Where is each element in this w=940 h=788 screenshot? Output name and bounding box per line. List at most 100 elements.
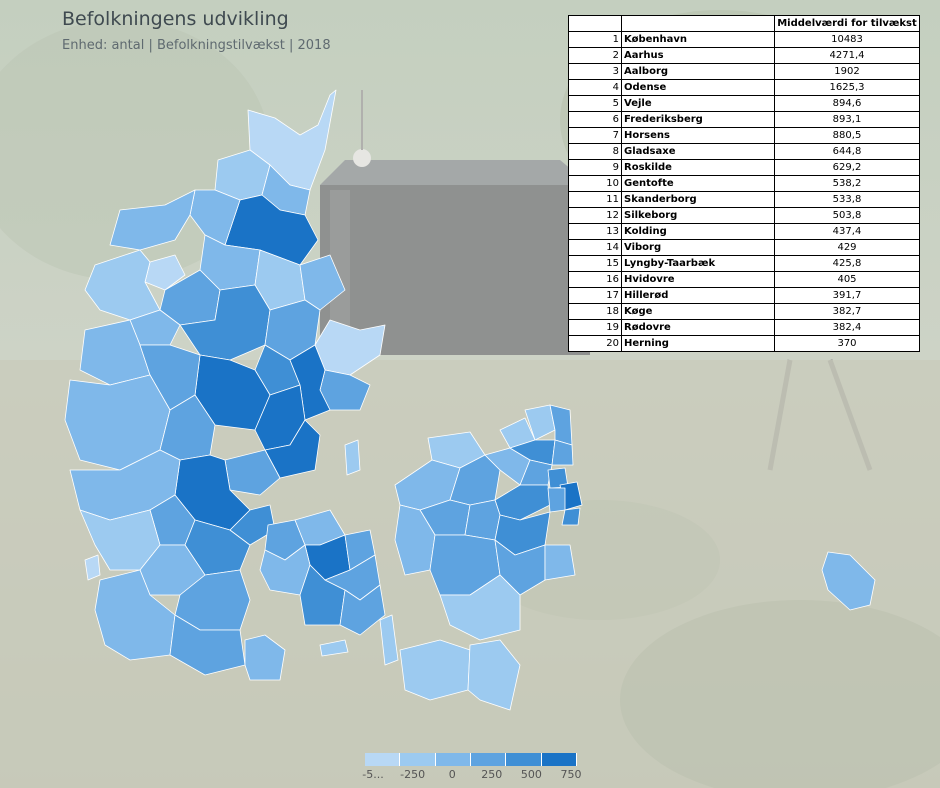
region-fredensborg[interactable] [551, 439, 574, 466]
row-rank: 13 [568, 223, 622, 240]
row-value: 533,8 [774, 191, 920, 208]
row-rank: 16 [568, 271, 622, 288]
table-row[interactable]: 13 Kolding 437,4 [568, 223, 920, 240]
region-syddjurs[interactable] [319, 369, 371, 411]
row-rank: 11 [568, 191, 622, 208]
header-rank [568, 15, 622, 32]
table-row[interactable]: 6 Frederiksberg 893,1 [568, 111, 920, 128]
table-row[interactable]: 20 Herning 370 [568, 335, 920, 352]
legend-tick-labels: -5... -250 0 250 500 750 [362, 766, 581, 781]
page-title: Befolkningens udvikling [62, 8, 289, 30]
row-name: Rødovre [621, 319, 775, 336]
row-rank: 4 [568, 79, 622, 96]
table-row[interactable]: 1 København 10483 [568, 31, 920, 48]
table-row[interactable]: 19 Rødovre 382,4 [568, 319, 920, 336]
row-name: Aarhus [621, 47, 775, 64]
legend-tick-label: 0 [448, 768, 456, 781]
region-thisted[interactable] [109, 189, 196, 251]
region-vordingborg[interactable] [439, 574, 521, 641]
row-value: 391,7 [774, 287, 920, 304]
row-rank: 12 [568, 207, 622, 224]
region-svendborg[interactable] [339, 584, 386, 636]
legend-swatch [435, 753, 471, 766]
table-header-row: Middelværdi for tilvækst [568, 15, 920, 32]
row-value: 629,2 [774, 159, 920, 176]
row-rank: 6 [568, 111, 622, 128]
region-hoeje-taastrup[interactable] [547, 487, 566, 513]
region-guldborgsund[interactable] [467, 639, 521, 711]
table-row[interactable]: 3 Aalborg 1902 [568, 63, 920, 80]
region-lolland[interactable] [399, 639, 471, 701]
row-name: Viborg [621, 239, 775, 256]
row-rank: 10 [568, 175, 622, 192]
row-rank: 15 [568, 255, 622, 272]
legend-tick-label: 250 [481, 768, 503, 781]
row-value: 405 [774, 271, 920, 288]
row-value: 382,7 [774, 303, 920, 320]
region-lemvig[interactable] [84, 249, 161, 321]
row-name: Odense [621, 79, 775, 96]
row-value: 370 [774, 335, 920, 352]
table-row[interactable]: 11 Skanderborg 533,8 [568, 191, 920, 208]
row-value: 437,4 [774, 223, 920, 240]
table-row[interactable]: 15 Lyngby-Taarbæk 425,8 [568, 255, 920, 272]
region-aeroe[interactable] [319, 639, 349, 657]
table-row[interactable]: 5 Vejle 894,6 [568, 95, 920, 112]
region-fanoe[interactable] [84, 554, 101, 581]
row-value: 382,4 [774, 319, 920, 336]
row-name: Frederiksberg [621, 111, 775, 128]
row-name: Horsens [621, 127, 775, 144]
region-mariagerfjord[interactable] [299, 254, 346, 311]
page-subtitle: Enhed: antal | Befolkningstilvækst | 201… [62, 38, 331, 53]
region-norddjurs[interactable] [314, 319, 386, 376]
table-row[interactable]: 17 Hillerød 391,7 [568, 287, 920, 304]
row-value: 538,2 [774, 175, 920, 192]
region-hvidovre[interactable] [561, 507, 581, 526]
row-value: 894,6 [774, 95, 920, 112]
legend-color-bar [365, 753, 577, 766]
table-row[interactable]: 10 Gentofte 538,2 [568, 175, 920, 192]
color-legend: -5... -250 0 250 500 750 [362, 753, 582, 781]
region-samsoe[interactable] [344, 439, 361, 476]
legend-swatch [470, 753, 507, 766]
region-soenderborg[interactable] [244, 634, 286, 681]
table-row[interactable]: 9 Roskilde 629,2 [568, 159, 920, 176]
row-rank: 18 [568, 303, 622, 320]
header-value[interactable]: Middelværdi for tilvækst [774, 15, 920, 32]
table-row[interactable]: 4 Odense 1625,3 [568, 79, 920, 96]
row-name: Lyngby-Taarbæk [621, 255, 775, 272]
legend-tick-label: -5... [362, 768, 384, 781]
region-stevns[interactable] [544, 544, 576, 581]
row-value: 893,1 [774, 111, 920, 128]
legend-tick-label: -250 [400, 768, 426, 781]
row-value: 10483 [774, 31, 920, 48]
row-name: Gentofte [621, 175, 775, 192]
row-rank: 20 [568, 335, 622, 352]
legend-swatch [541, 753, 577, 766]
row-name: Skanderborg [621, 191, 775, 208]
row-rank: 9 [568, 159, 622, 176]
row-rank: 17 [568, 287, 622, 304]
row-value: 4271,4 [774, 47, 920, 64]
row-value: 425,8 [774, 255, 920, 272]
legend-swatch [365, 753, 401, 766]
region-fredericia[interactable] [229, 504, 276, 546]
row-name: Vejle [621, 95, 775, 112]
row-name: Køge [621, 303, 775, 320]
table-row[interactable]: 16 Hvidovre 405 [568, 271, 920, 288]
row-name: Hvidovre [621, 271, 775, 288]
region-langeland[interactable] [379, 614, 399, 666]
table-row[interactable]: 8 Gladsaxe 644,8 [568, 143, 920, 160]
table-row[interactable]: 2 Aarhus 4271,4 [568, 47, 920, 64]
region-bornholm[interactable] [821, 551, 876, 611]
region-ringsted[interactable] [464, 499, 501, 541]
row-value: 1625,3 [774, 79, 920, 96]
row-name: Herning [621, 335, 775, 352]
table-row[interactable]: 18 Køge 382,7 [568, 303, 920, 320]
table-row[interactable]: 14 Viborg 429 [568, 239, 920, 256]
table-row[interactable]: 7 Horsens 880,5 [568, 127, 920, 144]
row-name: Hillerød [621, 287, 775, 304]
row-rank: 7 [568, 127, 622, 144]
legend-swatch [400, 753, 436, 766]
table-row[interactable]: 12 Silkeborg 503,8 [568, 207, 920, 224]
